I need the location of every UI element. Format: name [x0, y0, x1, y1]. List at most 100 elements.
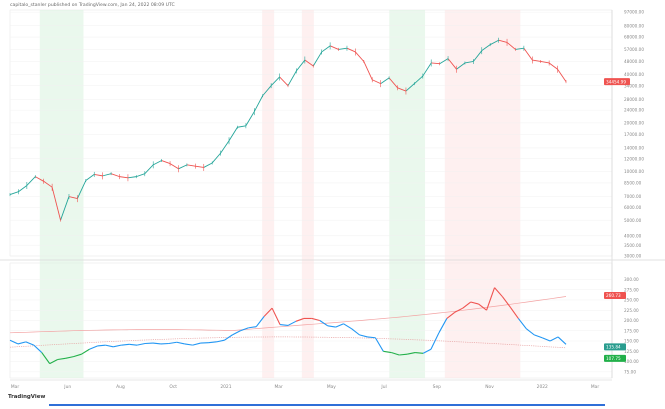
price-segment	[178, 164, 188, 170]
oscillator-segment	[422, 348, 432, 354]
price-tick-label: 24000.00	[624, 108, 644, 113]
price-tick-label: 40000.00	[624, 72, 644, 77]
price-tick-label: 10000.00	[624, 169, 644, 174]
oscillator-segment	[152, 342, 161, 345]
oscillator-segment	[343, 323, 352, 330]
oscillator-segment	[534, 334, 543, 339]
tradingview-logo: TradingView	[8, 394, 46, 400]
oscillator-segment	[255, 316, 265, 327]
price-segment	[94, 173, 103, 177]
publisher-caption: capitalo_stanler published on TradingVie…	[10, 3, 175, 8]
upper-band-line	[9, 296, 567, 334]
price-tick-label: 4000.00	[624, 233, 642, 238]
price-segment	[253, 95, 264, 112]
price-tick-label: 57000.00	[624, 47, 644, 52]
price-segment	[245, 111, 255, 127]
price-segment	[355, 51, 365, 62]
price-segment	[338, 47, 348, 50]
oscillator-segment	[327, 325, 336, 328]
oscillator-segment	[65, 356, 74, 359]
price-segment	[60, 196, 70, 221]
price-segment	[540, 61, 550, 64]
oscillator-segment	[287, 320, 297, 326]
price-segment	[447, 58, 457, 70]
last-price-label: 34454.99	[606, 79, 626, 84]
price-segment	[464, 61, 474, 64]
price-segment	[43, 180, 53, 188]
oscillator-segment	[415, 351, 424, 354]
price-segment	[498, 39, 508, 43]
price-segment	[195, 165, 204, 168]
osc-tick-label: 225.00	[624, 308, 639, 313]
price-tick-label: 3500.00	[624, 243, 642, 248]
oscillator-segment	[407, 351, 416, 355]
osc-tick-label: 175.00	[624, 328, 639, 333]
oscillator-segment	[216, 339, 225, 343]
price-segment	[153, 160, 162, 166]
osc-tick-label: 75.00	[624, 369, 636, 374]
time-tick-label: Mar	[591, 384, 599, 390]
oscillator-segment	[446, 311, 456, 319]
green-zone	[389, 10, 426, 378]
price-segment	[363, 61, 373, 80]
price-segment	[26, 176, 36, 186]
price-segment	[68, 196, 78, 200]
green-zone	[39, 10, 84, 378]
price-segment	[136, 173, 145, 178]
oscillator-segment	[113, 344, 122, 348]
price-segment	[169, 163, 179, 170]
oscillator-segment	[192, 342, 201, 346]
price-segment	[397, 87, 407, 92]
price-segment	[220, 140, 230, 154]
price-tick-label: 8500.00	[624, 181, 642, 186]
oscillator-segment	[351, 328, 360, 336]
osc-tick-label: 300.00	[624, 277, 639, 282]
oscillator-segment	[129, 343, 138, 346]
price-tick-label: 20000.00	[624, 121, 644, 126]
oscillator-segment	[311, 317, 320, 322]
oscillator-segment	[367, 336, 376, 339]
price-segment	[481, 44, 491, 52]
price-tick-label: 28000.00	[624, 97, 644, 102]
oscillator-segment	[57, 357, 66, 361]
time-tick-label: 2022	[537, 384, 548, 390]
oscillator-segment	[502, 296, 511, 308]
price-segment	[51, 187, 61, 221]
price-segment	[102, 173, 112, 177]
oscillator-segment	[248, 326, 257, 329]
lower-level-label: 107.75	[606, 356, 621, 361]
oscillator-segment	[486, 287, 496, 311]
time-tick-label: Jul	[380, 384, 386, 390]
oscillator-segment	[25, 341, 35, 346]
oscillator-segment	[319, 320, 329, 327]
oscillator-segment	[557, 336, 567, 345]
oscillator-segment	[280, 324, 289, 326]
time-tick-label: May	[327, 384, 336, 390]
price-tick-label: 7000.00	[624, 194, 642, 199]
oscillator-segment	[454, 307, 463, 313]
price-segment	[548, 62, 558, 70]
osc-tick-label: 125.00	[624, 349, 639, 354]
oscillator-segment	[136, 342, 146, 346]
price-segment	[76, 180, 87, 199]
time-tick-label: Sep	[433, 384, 441, 390]
time-tick-label: 2021	[220, 384, 231, 390]
price-segment	[85, 174, 95, 181]
osc-tick-label: 275.00	[624, 287, 639, 292]
price-segment	[127, 176, 137, 179]
oscillator-segment	[224, 334, 233, 341]
oscillator-segment	[509, 307, 519, 319]
oscillator-segment	[89, 345, 98, 350]
price-segment	[287, 70, 297, 86]
price-segment	[161, 160, 171, 165]
red-zone	[262, 10, 275, 378]
oscillator-segment	[33, 344, 43, 353]
price-segment	[296, 59, 306, 72]
upper-level-tag	[604, 292, 626, 300]
oscillator-segment	[168, 341, 177, 345]
oscillator-segment	[208, 341, 217, 344]
price-segment	[472, 50, 483, 62]
oscillator-segment	[184, 343, 193, 346]
price-segment	[279, 76, 289, 86]
